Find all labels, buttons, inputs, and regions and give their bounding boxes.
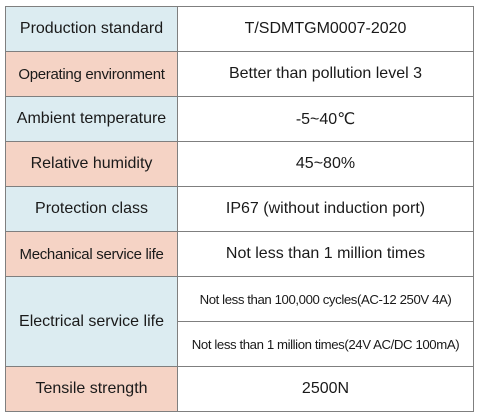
row-value-electrical-service-life-2: Not less than 1 million times(24V AC/DC … [177, 321, 474, 367]
row-value-protection-class: IP67 (without induction port) [177, 186, 474, 232]
row-label-ambient-temperature: Ambient temperature [5, 96, 178, 142]
row-label-production-standard: Production standard [5, 6, 178, 52]
table-row: Mechanical service life Not less than 1 … [5, 231, 474, 277]
row-value-mechanical-service-life: Not less than 1 million times [177, 231, 474, 277]
row-value-electrical-service-life-1: Not less than 100,000 cycles(AC-12 250V … [177, 276, 474, 322]
row-label-mechanical-service-life: Mechanical service life [5, 231, 178, 277]
table-row: Operating environment Better than pollut… [5, 51, 474, 97]
row-label-protection-class: Protection class [5, 186, 178, 232]
row-label-operating-environment: Operating environment [5, 51, 178, 97]
row-value-relative-humidity: 45~80% [177, 141, 474, 187]
specification-table: Production standard T/SDMTGM0007-2020 Op… [5, 6, 474, 412]
table-row: Tensile strength 2500N [5, 366, 474, 412]
row-value-ambient-temperature: -5~40℃ [177, 96, 474, 142]
table-row: Ambient temperature -5~40℃ [5, 96, 474, 142]
row-label-relative-humidity: Relative humidity [5, 141, 178, 187]
table-row: Not less than 1 million times(24V AC/DC … [6, 321, 474, 367]
row-value-operating-environment: Better than pollution level 3 [177, 51, 474, 97]
table-row: Relative humidity 45~80% [5, 141, 474, 187]
row-value-production-standard: T/SDMTGM0007-2020 [177, 6, 474, 52]
table-row: Production standard T/SDMTGM0007-2020 [5, 6, 474, 52]
row-label-tensile-strength: Tensile strength [5, 366, 178, 412]
row-value-tensile-strength: 2500N [177, 366, 474, 412]
row-label-electrical-service-life: Electrical service life [5, 276, 178, 367]
table-row: Protection class IP67 (without induction… [5, 186, 474, 232]
table-row: Electrical service life Not less than 10… [5, 276, 474, 367]
